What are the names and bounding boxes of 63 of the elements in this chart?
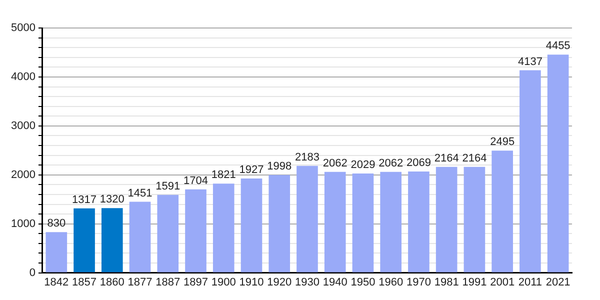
x-tick-label: 1877 (128, 276, 152, 288)
bar (464, 166, 486, 272)
x-tick-label: 1900 (211, 276, 236, 288)
y-tick-label: 3000 (10, 120, 36, 132)
bar (268, 174, 290, 272)
y-tick-label: 2000 (10, 168, 36, 181)
data-label: 1704 (184, 174, 208, 187)
bar (129, 202, 151, 272)
bar (101, 208, 123, 272)
bar (492, 150, 513, 272)
x-tick-label: 1950 (350, 276, 376, 288)
data-label: 2062 (322, 157, 348, 170)
y-tick-label: 5000 (10, 22, 36, 34)
data-label: 4455 (546, 40, 570, 52)
data-label: 2164 (462, 152, 487, 164)
x-tick-label: 2021 (546, 276, 570, 288)
bar (547, 54, 569, 272)
x-tick-label: 2011 (518, 276, 542, 288)
bar (46, 232, 68, 272)
x-tick-label: 1910 (239, 276, 264, 288)
bar (380, 172, 402, 272)
x-tick-label: 1887 (156, 276, 180, 288)
x-tick-label: 1960 (378, 276, 404, 288)
x-tick-label: 1930 (294, 276, 320, 288)
data-label: 1451 (128, 187, 152, 200)
data-label: 2062 (378, 157, 404, 170)
y-tick-label: 0 (29, 266, 36, 279)
data-label: 2183 (294, 151, 320, 164)
data-label: 2069 (406, 157, 431, 170)
bar (436, 166, 458, 272)
data-label: 1320 (100, 194, 124, 206)
data-label: 2029 (350, 158, 376, 171)
bar (157, 194, 179, 272)
data-label: 4137 (518, 56, 542, 68)
x-tick-label: 1940 (322, 276, 348, 288)
data-label: 1927 (239, 164, 264, 176)
x-tick-label: 1842 (44, 276, 69, 288)
data-label: 1821 (211, 169, 236, 182)
data-label: 1998 (267, 160, 292, 173)
bar (185, 189, 206, 272)
data-label: 2164 (434, 152, 459, 164)
data-label: 830 (47, 218, 66, 230)
x-tick-label: 1981 (434, 276, 459, 288)
data-label: 1317 (72, 194, 97, 206)
bar (520, 70, 541, 272)
bar (240, 178, 262, 272)
bar (324, 172, 346, 272)
x-tick-label: 1920 (267, 276, 292, 288)
data-label: 1591 (156, 180, 180, 192)
bar (408, 172, 430, 272)
x-tick-label: 1857 (72, 276, 97, 288)
y-tick-label: 1000 (10, 218, 36, 230)
x-tick-label: 2001 (490, 276, 515, 288)
data-label: 2495 (490, 136, 515, 148)
bar (352, 173, 374, 272)
x-tick-label: 1991 (462, 276, 487, 288)
bar (74, 208, 95, 272)
y-tick-label: 4000 (10, 70, 36, 83)
x-tick-label: 1860 (100, 276, 124, 288)
x-tick-label: 1897 (184, 276, 208, 288)
bar (296, 166, 318, 272)
x-tick-label: 1970 (406, 276, 431, 288)
bar (212, 184, 234, 272)
